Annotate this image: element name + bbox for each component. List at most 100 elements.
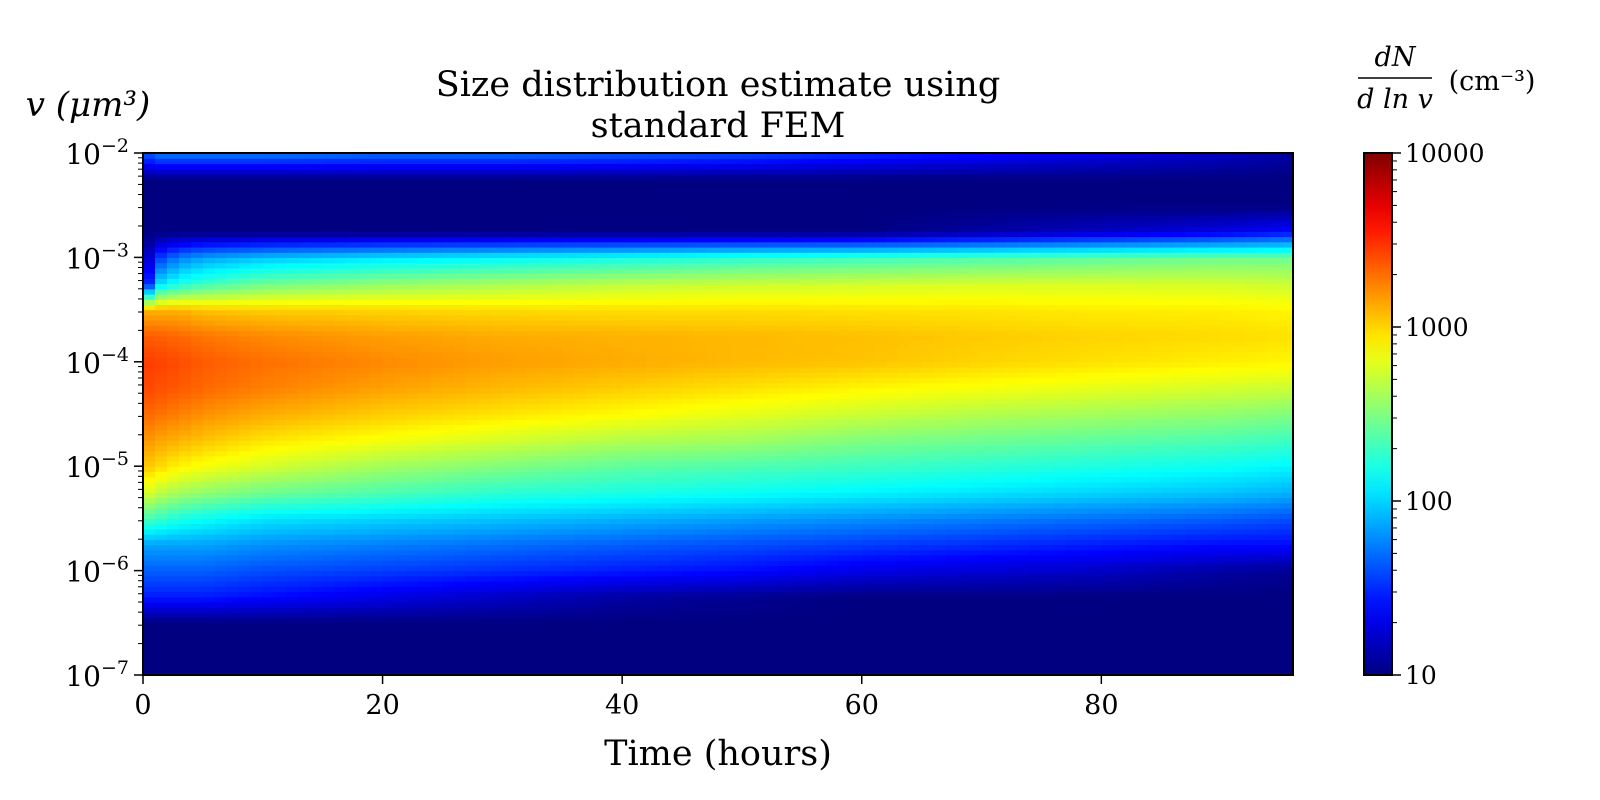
heatmap-cell: [562, 513, 575, 519]
heatmap-cell: [214, 570, 228, 577]
heatmap-cell: [1017, 570, 1031, 577]
heatmap-cell: [478, 633, 491, 640]
heatmap-cell: [346, 434, 360, 441]
heatmap-cell: [921, 622, 935, 629]
heatmap-cell: [1137, 492, 1150, 499]
heatmap-cell: [286, 414, 300, 420]
heatmap-cell: [682, 575, 695, 582]
heatmap-cell: [1017, 450, 1031, 457]
heatmap-cell: [981, 612, 995, 619]
heatmap-cell: [382, 596, 396, 603]
heatmap-cell: [1041, 596, 1055, 603]
heatmap-cell: [849, 591, 863, 598]
heatmap-cell: [694, 476, 707, 483]
heatmap-cell: [957, 528, 971, 535]
heatmap-cell: [658, 518, 671, 525]
heatmap-cell: [442, 607, 456, 613]
heatmap-cell: [706, 560, 719, 566]
heatmap-cell: [801, 403, 815, 410]
heatmap-cell: [262, 612, 276, 619]
heatmap-cell: [514, 497, 527, 504]
heatmap-cell: [226, 554, 240, 561]
heatmap-cell: [837, 513, 851, 519]
heatmap-cell: [166, 607, 180, 613]
heatmap-cell: [909, 612, 923, 619]
heatmap-cell: [310, 549, 324, 556]
heatmap-cell: [442, 570, 456, 577]
heatmap-cell: [897, 466, 911, 473]
heatmap-cell: [1173, 617, 1186, 624]
heatmap-cell: [1269, 492, 1282, 499]
heatmap-cell: [1245, 455, 1258, 462]
heatmap-cell: [538, 544, 551, 551]
heatmap-cell: [981, 633, 995, 640]
heatmap-cell: [729, 518, 743, 525]
heatmap-cell: [478, 560, 491, 566]
heatmap-cell: [981, 434, 995, 441]
heatmap-cell: [1053, 664, 1066, 671]
heatmap-cell: [166, 471, 180, 478]
heatmap-cell: [957, 628, 971, 634]
heatmap-cell: [370, 654, 384, 660]
heatmap-cell: [1041, 523, 1055, 530]
heatmap-cell: [346, 414, 360, 420]
heatmap-cell: [143, 575, 156, 582]
heatmap-cell: [1137, 586, 1150, 593]
heatmap-cell: [1257, 659, 1270, 666]
heatmap-cell: [861, 424, 875, 431]
heatmap-cell: [1161, 586, 1174, 593]
heatmap-cell: [634, 481, 647, 488]
heatmap-cell: [1005, 664, 1019, 671]
heatmap-cell: [190, 659, 204, 666]
heatmap-cell: [718, 434, 731, 441]
heatmap-cell: [1101, 581, 1114, 587]
heatmap-cell: [538, 507, 551, 514]
heatmap-cell: [178, 575, 192, 582]
heatmap-cell: [993, 654, 1007, 660]
heatmap-cell: [813, 633, 827, 640]
heatmap-cell: [741, 664, 755, 671]
heatmap-cell: [1149, 487, 1162, 493]
heatmap-cell: [526, 440, 539, 446]
heatmap-cell: [574, 659, 587, 666]
heatmap-cell: [550, 549, 563, 556]
heatmap-cell: [1017, 654, 1031, 660]
heatmap-cell: [658, 586, 671, 593]
heatmap-cell: [753, 617, 767, 624]
heatmap-cell: [945, 570, 959, 577]
heatmap-cell: [382, 429, 396, 436]
heatmap-cell: [1041, 502, 1055, 509]
heatmap-cell: [334, 638, 348, 645]
heatmap-cell: [238, 497, 252, 504]
heatmap-cell: [993, 534, 1007, 540]
heatmap-cell: [238, 643, 252, 650]
heatmap-cell: [718, 466, 731, 473]
heatmap-cell: [1281, 591, 1293, 598]
heatmap-cell: [837, 544, 851, 551]
heatmap-cell: [526, 601, 539, 608]
heatmap-cell: [957, 523, 971, 530]
heatmap-cell: [622, 539, 635, 546]
heatmap-cell: [1125, 429, 1138, 436]
heatmap-cell: [346, 622, 360, 629]
heatmap-cell: [957, 414, 971, 420]
heatmap-cell: [801, 638, 815, 645]
heatmap-cell: [885, 471, 899, 478]
heatmap-cell: [897, 612, 911, 619]
heatmap-cell: [837, 534, 851, 540]
heatmap-cell: [226, 591, 240, 598]
heatmap-cell: [406, 648, 420, 655]
heatmap-cell: [1017, 534, 1031, 540]
heatmap-cell: [442, 612, 456, 619]
heatmap-cell: [418, 534, 432, 540]
heatmap-cell: [1089, 591, 1102, 598]
heatmap-cell: [226, 429, 240, 436]
heatmap-cell: [406, 664, 420, 671]
heatmap-cell: [694, 575, 707, 582]
heatmap-cell: [849, 575, 863, 582]
heatmap-cell: [1077, 528, 1090, 535]
heatmap-cell: [166, 549, 180, 556]
heatmap-cell: [454, 507, 468, 514]
heatmap-cell: [634, 669, 647, 675]
heatmap-cell: [1185, 476, 1198, 483]
